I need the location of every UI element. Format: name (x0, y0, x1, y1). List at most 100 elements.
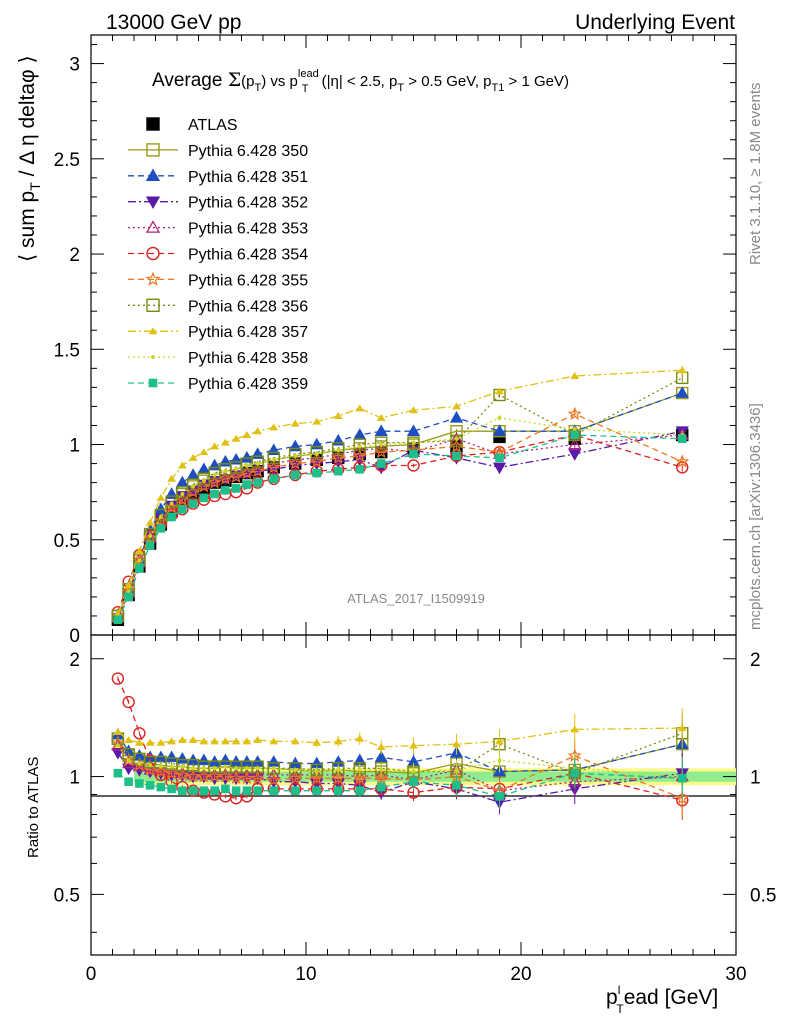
data-point (253, 786, 262, 796)
data-point (121, 752, 136, 767)
y-tick-label: 1 (69, 436, 80, 457)
data-point (454, 436, 459, 441)
data-point (231, 484, 241, 493)
x-tick-label: 30 (725, 964, 746, 985)
data-point (309, 454, 324, 468)
legend-label: Pythia 6.428 357 (188, 324, 308, 341)
data-point (223, 469, 228, 474)
data-point (242, 480, 252, 489)
data-point (253, 478, 262, 487)
data-point (156, 524, 166, 533)
data-point (218, 471, 233, 485)
data-point (218, 769, 233, 783)
data-point (142, 530, 158, 544)
data-point (228, 770, 244, 785)
data-point (199, 786, 209, 796)
data-point (210, 786, 219, 796)
data-point (331, 770, 346, 785)
data-point (135, 779, 144, 788)
legend-entry: Pythia 6.428 351 (128, 168, 308, 186)
y-tick-label: 3 (69, 55, 80, 76)
data-point (164, 499, 179, 514)
main-series (110, 365, 690, 626)
data-point (355, 404, 365, 412)
data-point (376, 413, 386, 421)
ratio-y-tick-label-right: 1 (750, 768, 761, 789)
legend-label: Pythia 6.428 355 (188, 272, 308, 289)
data-point (312, 738, 322, 746)
data-point (336, 767, 341, 772)
data-point (675, 386, 689, 398)
ratio-y-tick-label: 2 (69, 650, 80, 671)
data-point (234, 467, 239, 472)
data-point (146, 246, 160, 261)
legend-entry: Pythia 6.428 358 (128, 350, 308, 367)
data-point (244, 463, 249, 468)
data-point (146, 143, 160, 157)
data-point (495, 737, 504, 745)
data-point (269, 423, 279, 431)
data-point (374, 424, 388, 436)
data-point (207, 475, 222, 489)
data-point (113, 768, 123, 778)
data-point (411, 769, 416, 774)
data-point (314, 769, 319, 774)
data-point (675, 790, 690, 805)
legend-label: Pythia 6.428 352 (188, 195, 308, 212)
y-tick-label: 1.5 (54, 340, 80, 361)
data-point (352, 770, 367, 785)
data-point (407, 459, 420, 472)
data-point (406, 424, 421, 436)
data-point (137, 761, 142, 766)
data-point (336, 448, 341, 453)
data-point (333, 412, 343, 419)
data-point (188, 786, 198, 796)
data-point (452, 780, 461, 790)
data-point (191, 766, 196, 771)
legend-label: Pythia 6.428 354 (188, 247, 308, 264)
data-point (169, 501, 174, 506)
data-point (176, 503, 189, 516)
data-point (113, 615, 123, 625)
legend-entry: Pythia 6.428 359 (128, 376, 308, 393)
series-line (117, 417, 683, 617)
data-point (409, 449, 418, 459)
data-point (677, 724, 687, 732)
ratio-band-inner (134, 771, 736, 782)
data-point (145, 738, 155, 746)
data-point (290, 470, 300, 480)
data-point (188, 499, 198, 508)
data-point (165, 750, 179, 763)
data-point (145, 196, 161, 210)
data-point (231, 434, 241, 442)
data-point (677, 773, 687, 783)
data-point (312, 417, 322, 425)
data-point (251, 760, 264, 773)
data-point (675, 454, 690, 468)
data-point (450, 449, 463, 463)
plot-title: Average Σ(pT) vs plead T (|η| < 2.5, pT >… (152, 68, 569, 95)
data-point (156, 782, 166, 792)
x-tick-label: 0 (86, 964, 97, 985)
data-point (450, 434, 463, 447)
data-point (242, 786, 252, 796)
legend-entry: Pythia 6.428 352 (128, 195, 308, 212)
legend-label: Pythia 6.428 356 (188, 298, 308, 315)
legend-label: Pythia 6.428 350 (188, 143, 308, 160)
ratio-y-tick-label-right: 0.5 (750, 885, 776, 906)
x-tick-label: 10 (295, 964, 316, 985)
x-tick-label: 20 (510, 964, 531, 985)
data-point (145, 220, 161, 233)
legend-label: Pythia 6.428 359 (188, 376, 308, 393)
legend-entry: Pythia 6.428 354 (128, 247, 308, 264)
data-point (570, 768, 580, 778)
data-point (124, 736, 134, 744)
legend-entry: Pythia 6.428 355 (128, 271, 308, 289)
axis-ticks: 0 10 20 30 0 0.5 1 1.5 2 2.5 3 0.5 0.5 1 1 2 2 (54, 35, 776, 985)
data-point (250, 463, 265, 478)
ratio-y-tick-label: 0.5 (54, 885, 80, 906)
data-point (333, 786, 343, 796)
data-point (239, 465, 254, 480)
data-point (242, 431, 252, 438)
data-point (495, 792, 504, 801)
